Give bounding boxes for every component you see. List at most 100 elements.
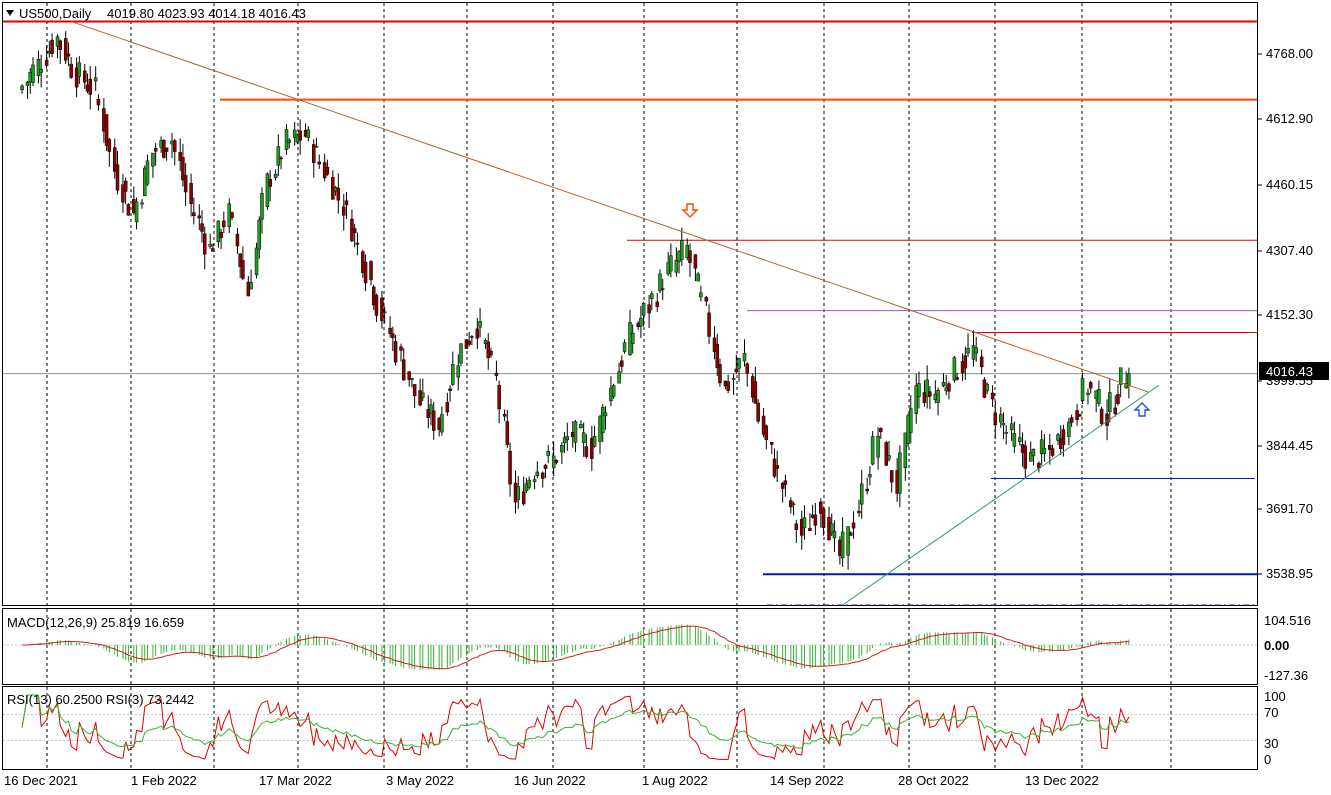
candle-body xyxy=(211,248,215,252)
price-tick: 4307.40 xyxy=(1266,243,1313,258)
candle-body xyxy=(363,261,368,284)
candle xyxy=(620,355,624,373)
candle-body xyxy=(658,273,662,292)
candle xyxy=(399,343,403,362)
candle-body xyxy=(600,407,605,433)
candle xyxy=(486,333,490,370)
candle-body xyxy=(355,242,360,245)
candle-body xyxy=(1056,434,1060,441)
candle xyxy=(617,362,621,384)
candle xyxy=(541,471,545,488)
macd-signal-line xyxy=(22,625,1129,670)
candle-body xyxy=(222,220,226,228)
candle-body xyxy=(287,139,291,143)
price-tick: 4612.90 xyxy=(1266,111,1313,126)
candle-body xyxy=(1124,383,1128,389)
candle xyxy=(475,317,480,349)
candle xyxy=(879,427,883,439)
candle-body xyxy=(508,450,512,485)
time-label: 14 Sep 2022 xyxy=(770,773,844,788)
candle-body xyxy=(451,364,455,385)
rsi-tick: 100 xyxy=(1264,689,1286,704)
candle xyxy=(151,152,155,178)
candle-body xyxy=(832,531,837,539)
candle xyxy=(963,346,968,380)
candle xyxy=(249,269,253,290)
candle-body xyxy=(344,200,349,206)
candle xyxy=(445,392,450,416)
candle-body xyxy=(63,38,68,61)
candle-body xyxy=(216,220,221,243)
time-label: 28 Oct 2022 xyxy=(898,773,969,788)
candle-body xyxy=(50,39,54,54)
candle-body xyxy=(284,129,289,150)
candle-body xyxy=(819,501,823,514)
candle-body xyxy=(440,414,444,433)
candle-body xyxy=(745,363,749,374)
candle xyxy=(66,42,71,67)
candle xyxy=(985,382,989,395)
candle-body xyxy=(707,312,711,337)
candle-body xyxy=(780,483,785,489)
candle-body xyxy=(426,409,431,419)
chart-symbol: US500,Daily xyxy=(19,6,92,21)
candle xyxy=(660,278,665,301)
candle-body xyxy=(459,343,463,364)
time-label: 16 Jun 2022 xyxy=(514,773,586,788)
candle-body xyxy=(952,357,957,381)
candle xyxy=(412,384,417,408)
candle-body xyxy=(521,491,526,505)
candle xyxy=(884,440,889,467)
candle-body xyxy=(985,383,989,392)
candle xyxy=(947,381,951,400)
candle-body xyxy=(502,414,507,417)
candle xyxy=(1067,417,1071,446)
candle xyxy=(306,126,311,142)
candle-body xyxy=(276,146,281,166)
candle-body xyxy=(44,59,49,66)
candle xyxy=(584,434,589,459)
candle xyxy=(998,407,1003,428)
candle xyxy=(74,57,79,98)
candle-body xyxy=(887,455,891,460)
candle xyxy=(821,506,826,536)
candle-body xyxy=(197,215,202,219)
candle xyxy=(581,422,586,457)
candle xyxy=(783,474,788,497)
candle-body xyxy=(579,423,583,429)
candle-body xyxy=(903,432,908,468)
candle-body xyxy=(715,343,719,369)
candle xyxy=(941,373,946,388)
candle xyxy=(421,378,425,402)
candle-body xyxy=(279,157,283,160)
candle xyxy=(314,137,319,148)
candle-body xyxy=(369,261,373,281)
candle-body xyxy=(1113,407,1117,414)
candle-body xyxy=(39,68,43,73)
candle xyxy=(753,366,758,404)
candle-body xyxy=(478,321,482,328)
symbol-dropdown-icon[interactable] xyxy=(6,10,14,16)
candle xyxy=(1050,444,1055,458)
price-tick: 3844.45 xyxy=(1266,438,1313,453)
candle-body xyxy=(846,526,850,556)
candle xyxy=(521,476,526,506)
time-axis: 16 Dec 2021 1 Feb 2022 17 Mar 2022 3 May… xyxy=(4,773,1099,788)
candle-body xyxy=(859,483,864,505)
candle-body xyxy=(876,435,880,458)
candle-body xyxy=(1042,447,1047,454)
candle xyxy=(925,365,929,409)
candle xyxy=(380,290,384,329)
candle-body xyxy=(489,350,493,356)
candle xyxy=(780,481,785,503)
candle xyxy=(808,513,812,531)
candle-body xyxy=(639,317,643,327)
candle xyxy=(974,336,978,362)
candle xyxy=(467,331,471,347)
candle-body xyxy=(535,471,540,476)
candle xyxy=(265,172,270,210)
candle-body xyxy=(107,139,112,152)
candle-body xyxy=(314,145,319,148)
candle-body xyxy=(775,465,779,469)
candle-body xyxy=(1012,433,1017,447)
